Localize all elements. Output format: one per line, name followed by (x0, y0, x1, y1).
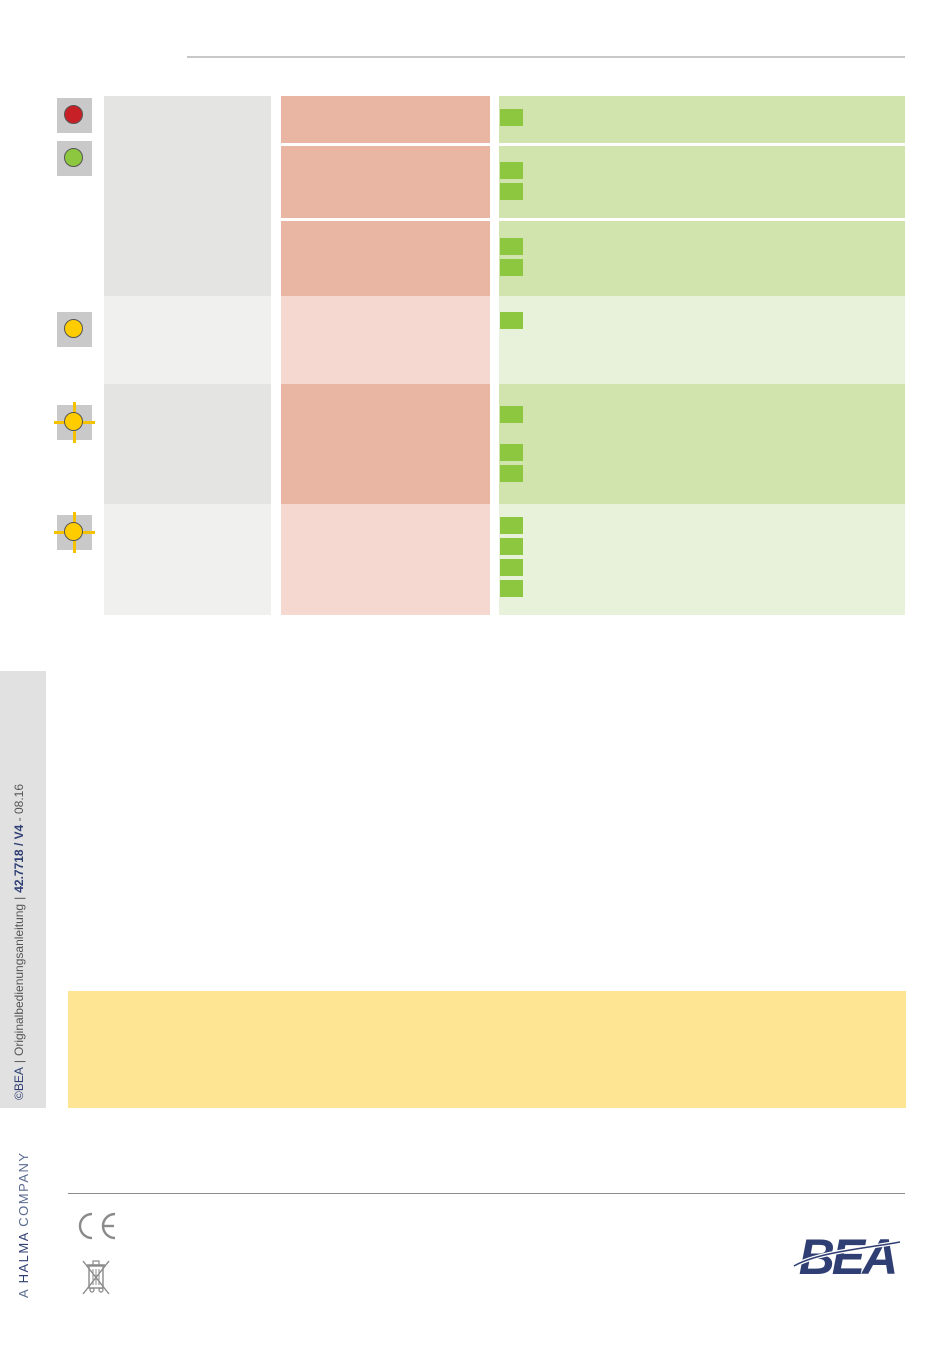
step-marker (500, 312, 523, 329)
note-box (68, 991, 906, 1108)
table-cell-status-1 (104, 96, 271, 296)
table-cell-status-3 (104, 384, 271, 504)
step-marker (500, 259, 523, 276)
table-cell-status-2 (104, 296, 271, 384)
table-cell-cause-4 (281, 296, 490, 384)
halma-company-label: A HALMA COMPANY (16, 1151, 31, 1298)
table-cell-solution-1 (499, 96, 905, 143)
document-info: ©BEA|Originalbedienungsanleitung|42.7718… (12, 784, 26, 1100)
step-marker (500, 580, 523, 597)
table-cell-status-4 (104, 504, 271, 615)
table-cell-solution-3 (499, 221, 905, 296)
bea-logo: BEA (792, 1229, 901, 1285)
yellow-flashing-led-icon (54, 402, 95, 443)
table-cell-solution-2 (499, 146, 905, 218)
step-marker (500, 559, 523, 576)
document-sidebar (0, 671, 46, 1108)
ce-mark-icon (78, 1212, 116, 1240)
step-marker (500, 465, 523, 482)
step-marker (500, 517, 523, 534)
step-marker (500, 109, 523, 126)
table-cell-cause-5 (281, 384, 490, 504)
step-marker (500, 406, 523, 423)
table-cell-solution-6 (499, 504, 905, 615)
table-cell-cause-6 (281, 504, 490, 615)
step-marker (500, 238, 523, 255)
table-cell-cause-2 (281, 146, 490, 218)
green-led-icon (57, 141, 92, 176)
document-title: Originalbedienungsanleitung (12, 903, 26, 1057)
table-cell-solution-4 (499, 296, 905, 384)
table-cell-cause-1 (281, 96, 490, 143)
footer-divider (68, 1193, 905, 1194)
header-divider (187, 56, 905, 58)
table-cell-cause-3 (281, 221, 490, 296)
document-date: 08.16 (12, 784, 26, 815)
red-led-icon (57, 98, 92, 133)
step-marker (500, 162, 523, 179)
step-marker (500, 444, 523, 461)
yellow-led-icon (57, 312, 92, 347)
weee-crossed-bin-icon (82, 1260, 110, 1295)
document-number: 42.7718 / V4 (12, 824, 26, 893)
table-cell-solution-5 (499, 384, 905, 504)
copyright-text: ©BEA (12, 1067, 26, 1100)
yellow-flashing-led-icon (54, 512, 95, 553)
step-marker (500, 538, 523, 555)
step-marker (500, 183, 523, 200)
